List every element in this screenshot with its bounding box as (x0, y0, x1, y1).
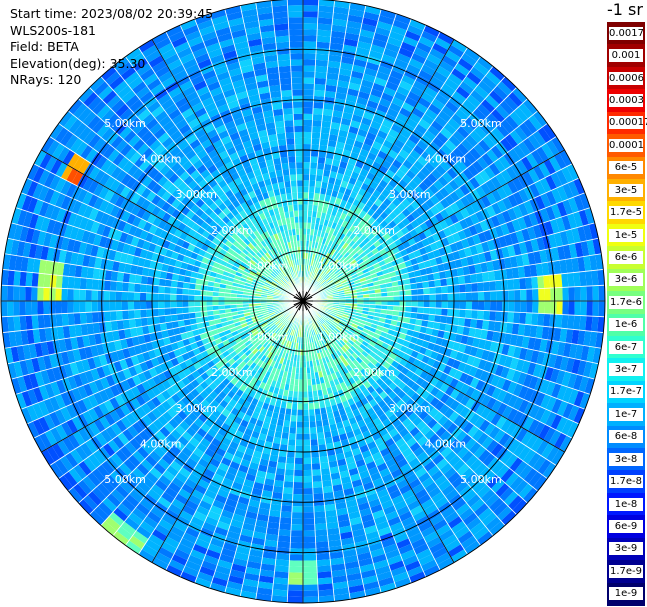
ring-label: 1.00km (247, 331, 289, 344)
instrument-line: WLS200s-181 (10, 23, 213, 40)
azimuth-line (151, 39, 304, 302)
ring-label: 2.00km (211, 366, 253, 379)
colorbar-tick-label: 1.7e-9 (609, 564, 643, 578)
ring-label: 2.00km (353, 224, 395, 237)
ring-label: 2.00km (211, 224, 253, 237)
colorbar-tick-label: 3e-8 (609, 452, 643, 466)
colorbar-tick-label: 1.7e-5 (609, 206, 643, 220)
azimuth-line (302, 300, 455, 563)
azimuth-line (151, 300, 304, 563)
colorbar-tick-label: 3e-6 (609, 273, 643, 287)
nrays-line: NRays: 120 (10, 72, 213, 89)
field-value: BETA (47, 39, 79, 55)
colorbar-tick-label: 6e-8 (609, 430, 643, 444)
colorbar-tick-label: 1e-8 (609, 497, 643, 511)
ring-label: 5.00km (104, 473, 146, 486)
ring-label: 4.00km (140, 153, 182, 166)
elevation-value: 35.30 (109, 55, 146, 71)
ring-label: 4.00km (425, 153, 467, 166)
azimuth-line (302, 300, 565, 453)
range-grid (0, 0, 606, 604)
colorbar-tick-label: 1e-6 (609, 318, 643, 332)
elevation-label: Elevation(deg): (10, 55, 106, 71)
colorbar-tick-label: 0.0017 (609, 26, 644, 40)
azimuth-line (41, 149, 304, 302)
azimuth-line (302, 39, 455, 302)
colorbar-tick-label: 1e-9 (609, 587, 643, 601)
nrays-value: 120 (57, 72, 82, 88)
nrays-label: NRays: (10, 72, 54, 88)
info-panel: Start time: 2023/08/02 20:39:45 WLS200s-… (10, 6, 213, 89)
colorbar-tick-label: 0.00017 (609, 116, 647, 130)
colorbar-tick-label: 0.0003 (609, 93, 644, 107)
field-line: Field: BETA (10, 39, 213, 56)
ring-label: 3.00km (175, 402, 217, 415)
ring-label: 5.00km (460, 473, 502, 486)
ring-label: 4.00km (425, 437, 467, 450)
ring-label: 5.00km (460, 117, 502, 130)
colorbar-tick-label: 6e-9 (609, 520, 643, 534)
colorbar-tick-label: 1.7e-8 (609, 475, 643, 489)
instrument-name: WLS200s-181 (10, 22, 96, 38)
ring-label: 5.00km (104, 117, 146, 130)
colorbar-tick-label: 3e-9 (609, 542, 643, 556)
start-time-line: Start time: 2023/08/02 20:39:45 (10, 6, 213, 23)
colorbar-tick-label: 6e-5 (609, 161, 643, 175)
colorbar-tick-label: 0.0001 (609, 138, 644, 152)
ring-label: 3.00km (175, 188, 217, 201)
colorbar-tick-label: 3e-5 (609, 183, 643, 197)
azimuth-line (41, 300, 304, 453)
colorbar-units: -1 sr (607, 0, 643, 19)
colorbar-tick-label: 6e-6 (609, 250, 643, 264)
ring-label: 3.00km (389, 402, 431, 415)
colorbar-tick-label: 6e-7 (609, 340, 643, 354)
start-time-value: 2023/08/02 20:39:45 (80, 6, 214, 21)
ring-label: 2.00km (353, 366, 395, 379)
elevation-line: Elevation(deg): 35.30 (10, 56, 213, 73)
ring-label: 1.00km (318, 259, 360, 272)
azimuth-line (302, 149, 565, 302)
ring-labels: 1.00km 1.00km 1.00km 1.00km 2.00km 2.00km 2.00… (104, 117, 501, 486)
ring-label: 1.00km (318, 331, 360, 344)
start-time-label: Start time: (10, 6, 77, 21)
colorbar-tick-label: 0.001 (609, 49, 643, 63)
ppi-plot: 1.00km 1.00km 1.00km 1.00km 2.00km 2.00km 2.00… (0, 0, 606, 604)
colorbar-tick-label: 3e-7 (609, 363, 643, 377)
ring-label: 1.00km (247, 259, 289, 272)
colorbar-tick-label: 1e-5 (609, 228, 643, 242)
colorbar-tick-label: 1.7e-6 (609, 295, 643, 309)
ring-label: 3.00km (389, 188, 431, 201)
colorbar-tick-label: 0.0006 (609, 71, 644, 85)
field-label: Field: (10, 39, 44, 55)
colorbar-tick-label: 1e-7 (609, 407, 643, 421)
ring-label: 4.00km (140, 437, 182, 450)
colorbar-tick-label: 1.7e-7 (609, 385, 643, 399)
colorbar: 0.0017 0.001 0.0006 0.0003 0.00017 0.0001 6e-5… (607, 22, 647, 606)
